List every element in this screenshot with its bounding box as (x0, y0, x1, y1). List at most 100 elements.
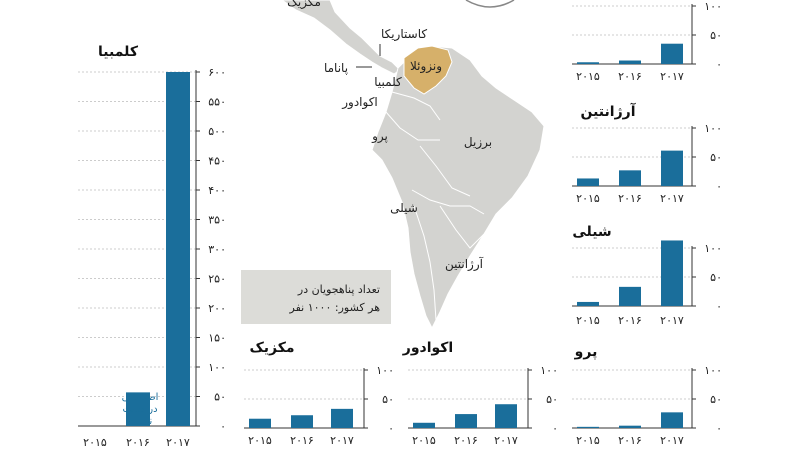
y-tick-label: ۲۰۰ (208, 302, 226, 315)
y-tick-label: ۱۵۰ (208, 332, 226, 345)
bar-0 (577, 301, 599, 306)
y-tick-label: ۵۰ (710, 29, 722, 42)
chart-panel-3: شیلی ۰ ۵۰ ۱۰۰ ۲۰۱۵ ۲۰۱۶ ۲۰۱۷ (572, 224, 722, 327)
map-label-mexico: مکزیک (287, 0, 321, 10)
x-tick-label: ۲۰۱۶ (290, 434, 314, 447)
bar-1 (291, 415, 313, 428)
y-tick-label: ۰ (716, 422, 722, 435)
no-data-annotation-line: اطلاعاتی (122, 392, 159, 403)
map-label-brazil: برزیل (464, 135, 492, 150)
bar-1 (126, 392, 150, 426)
bar-2 (661, 412, 683, 428)
bar-2 (661, 150, 683, 186)
x-tick-label: ۲۰۱۶ (618, 434, 642, 447)
map-label-peru: پرو (371, 129, 388, 144)
chart-panel-4: مکزیک ۰ ۵۰ ۱۰۰ ۲۰۱۵ ۲۰۱۶ ۲۰۱۷ (244, 340, 394, 447)
bar-1 (619, 170, 641, 186)
bar-1 (619, 60, 641, 64)
y-tick-label: ۰ (716, 58, 722, 71)
x-tick-label: ۲۰۱۵ (83, 436, 107, 449)
chart-title: مکزیک (249, 340, 294, 356)
legend-box: تعداد پناهجویان در هر کشور: ۱۰۰۰ نفر (241, 270, 391, 324)
chart-title: پرو (574, 344, 598, 360)
chart-title: اکوادور (402, 340, 453, 356)
y-tick-label: ۰ (716, 180, 722, 193)
chart-panel-0: کلمبیا ۰ ۵۰ ۱۰۰ ۱۵۰ ۲۰۰ ۲۵۰ ۳۰۰ ۳۵۰ ۴۰۰ ۴۵۰ ۵۰۰ ۵۵۰ ۶… (78, 44, 226, 449)
country-borders (385, 91, 485, 321)
continent-land (371, 45, 545, 330)
bar-2 (661, 240, 683, 306)
y-tick-label: ۰ (716, 300, 722, 313)
legend-line-2: هر کشور: ۱۰۰۰ نفر (289, 301, 381, 314)
x-tick-label: ۲۰۱۷ (660, 70, 684, 83)
chart-panel-6: پرو ۰ ۵۰ ۱۰۰ ۲۰۱۵ ۲۰۱۶ ۲۰۱۷ (572, 344, 722, 447)
chart-panel-5: اکوادور ۰ ۵۰ ۱۰۰ ۲۰۱۵ ۲۰۱۶ ۲۰۱۷ (402, 340, 558, 447)
y-tick-label: ۵۰۰ (208, 125, 226, 138)
chart-title: آرژانتین (580, 102, 636, 120)
bar-2 (331, 408, 353, 428)
y-tick-label: ۱۰۰ (704, 364, 722, 377)
x-tick-label: ۲۰۱۵ (576, 314, 600, 327)
no-data-annotation-line: نیست (128, 416, 153, 427)
y-tick-label: ۱۰۰ (208, 361, 226, 374)
top-circle-fragment (465, 0, 515, 8)
y-tick-label: ۵۰ (382, 393, 394, 406)
x-tick-label: ۲۰۱۶ (126, 436, 150, 449)
y-tick-label: ۳۰۰ (208, 243, 226, 256)
bar-1 (619, 425, 641, 428)
x-tick-label: ۲۰۱۶ (618, 70, 642, 83)
y-tick-label: ۱۰۰ (704, 242, 722, 255)
y-tick-label: ۲۵۰ (208, 273, 226, 286)
x-tick-label: ۲۰۱۶ (618, 314, 642, 327)
bar-2 (166, 72, 190, 426)
map-label-panama: پاناما (324, 61, 348, 75)
y-tick-label: ۰ (220, 420, 226, 433)
y-tick-label: ۵۰ (710, 151, 722, 164)
x-tick-label: ۲۰۱۶ (454, 434, 478, 447)
x-tick-label: ۲۰۱۷ (660, 192, 684, 205)
y-tick-label: ۵۰ (214, 391, 226, 404)
bar-0 (577, 178, 599, 186)
no-data-annotation-line: در دست (122, 404, 157, 415)
x-tick-label: ۲۰۱۷ (494, 434, 518, 447)
y-tick-label: ۰ (552, 422, 558, 435)
bar-2 (495, 404, 517, 428)
chart-panel-1: ۰ ۵۰ ۱۰۰ ۲۰۱۵ ۲۰۱۶ ۲۰۱۷ (572, 0, 722, 83)
y-tick-label: ۵۰ (710, 393, 722, 406)
bar-1 (619, 286, 641, 306)
y-tick-label: ۴۰۰ (208, 184, 226, 197)
x-tick-label: ۲۰۱۵ (576, 70, 600, 83)
x-tick-label: ۲۰۱۷ (660, 314, 684, 327)
y-tick-label: ۳۵۰ (208, 214, 226, 227)
map-label-venezuela: ونزوئلا (410, 59, 442, 74)
y-tick-label: ۱۰۰ (704, 0, 722, 13)
venezuela-region (403, 45, 453, 95)
chart-title: شیلی (572, 224, 611, 240)
y-tick-label: ۱۰۰ (704, 122, 722, 135)
map-label-ecuador: اکوادور (341, 95, 378, 110)
bar-0 (577, 426, 599, 428)
bar-0 (577, 62, 599, 64)
legend-line-1: تعداد پناهجویان در (297, 283, 380, 296)
x-tick-label: ۲۰۱۵ (248, 434, 272, 447)
x-tick-label: ۲۰۱۷ (660, 434, 684, 447)
bar-2 (661, 43, 683, 64)
bar-1 (455, 414, 477, 428)
x-tick-label: ۲۰۱۷ (330, 434, 354, 447)
y-tick-label: ۰ (388, 422, 394, 435)
x-tick-label: ۲۰۱۶ (618, 192, 642, 205)
chart-title: کلمبیا (98, 44, 139, 60)
chart-panel-2: آرژانتین ۰ ۵۰ ۱۰۰ ۲۰۱۵ ۲۰۱۶ ۲۰۱۷ (572, 102, 722, 205)
y-tick-label: ۱۰۰ (540, 364, 558, 377)
y-tick-label: ۵۰ (546, 393, 558, 406)
y-tick-label: ۱۰۰ (376, 364, 394, 377)
chart-panels: کلمبیا۰۵۰۱۰۰۱۵۰۲۰۰۲۵۰۳۰۰۳۵۰۴۰۰۴۵۰۵۰۰۵۵۰۶… (78, 0, 722, 449)
legend-background (241, 270, 391, 324)
map-label-costa-rica: کاستاریکا (381, 27, 427, 42)
x-tick-label: ۲۰۱۵ (576, 434, 600, 447)
map-label-colombia: کلمبیا (374, 75, 402, 89)
y-tick-label: ۶۰۰ (208, 66, 226, 79)
y-tick-label: ۴۵۰ (208, 155, 226, 168)
map-label-argentina: آرژانتین (445, 256, 484, 272)
